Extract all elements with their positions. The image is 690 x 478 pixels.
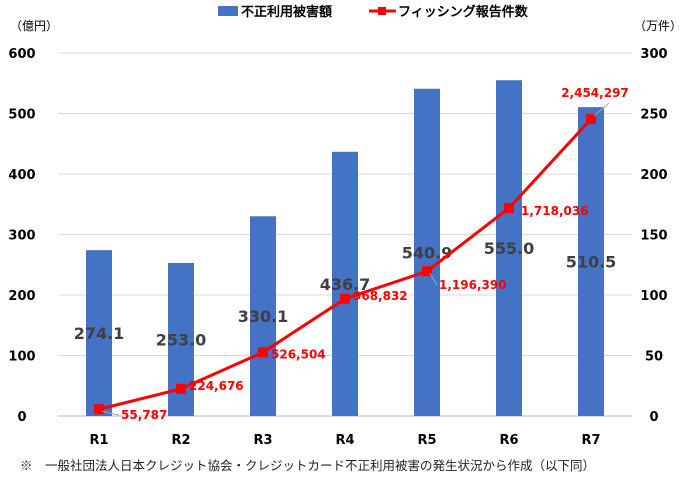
bar bbox=[414, 88, 440, 417]
left-axis-unit: （億円） bbox=[10, 19, 58, 33]
leader-line bbox=[101, 410, 120, 416]
bar-value-label: 253.0 bbox=[156, 330, 207, 349]
category-label: R1 bbox=[89, 433, 108, 448]
right-tick-label: 200 bbox=[640, 168, 667, 183]
line-marker bbox=[586, 114, 596, 125]
line-marker bbox=[258, 347, 268, 358]
right-tick-label: 0 bbox=[649, 410, 658, 425]
leader-line bbox=[429, 272, 438, 286]
line-value-label: 1,718,036 bbox=[521, 204, 589, 218]
left-tick-label: 300 bbox=[8, 229, 35, 244]
bar-value-label: 274.1 bbox=[74, 324, 125, 343]
line-value-label: 968,832 bbox=[353, 289, 408, 303]
category-label: R2 bbox=[171, 433, 190, 448]
category-label: R4 bbox=[335, 433, 354, 448]
right-tick-label: 150 bbox=[640, 229, 667, 244]
category-label: R7 bbox=[581, 433, 600, 448]
legend-line-marker bbox=[378, 7, 386, 15]
bar-value-label: 510.5 bbox=[566, 253, 617, 272]
bar-value-label: 540.9 bbox=[402, 243, 453, 262]
line-marker bbox=[340, 293, 350, 304]
category-label: R5 bbox=[417, 433, 436, 448]
bar-value-label: 330.1 bbox=[238, 307, 289, 326]
right-tick-label: 100 bbox=[640, 289, 667, 304]
category-label: R3 bbox=[253, 433, 272, 448]
category-label: R6 bbox=[499, 433, 518, 448]
line-value-label: 1,196,390 bbox=[439, 278, 507, 292]
bar bbox=[496, 80, 522, 416]
bar bbox=[578, 107, 604, 417]
source-footnote: ※ 一般社団法人日本クレジット協会・クレジットカード不正利用被害の発生状況から作… bbox=[20, 458, 596, 473]
legend-bar-label: 不正利用被害額 bbox=[241, 4, 332, 20]
line-marker bbox=[176, 383, 186, 394]
bar-value-label: 555.0 bbox=[484, 239, 535, 258]
left-tick-label: 100 bbox=[8, 350, 35, 365]
bar bbox=[250, 216, 276, 416]
bar bbox=[332, 151, 358, 416]
bar-value-label: 436.7 bbox=[320, 275, 371, 294]
legend-line-label: フィッシング報告件数 bbox=[398, 4, 529, 20]
line-value-label: 2,454,297 bbox=[561, 86, 629, 100]
line-marker bbox=[504, 203, 514, 214]
line-value-label: 526,504 bbox=[271, 347, 326, 361]
line-marker bbox=[422, 266, 432, 277]
left-tick-label: 500 bbox=[8, 108, 35, 123]
left-tick-label: 0 bbox=[17, 410, 26, 425]
left-tick-label: 400 bbox=[8, 168, 35, 183]
right-tick-label: 50 bbox=[645, 350, 663, 365]
line-value-label: 55,787 bbox=[121, 408, 167, 422]
right-tick-label: 300 bbox=[640, 47, 667, 62]
leader-line bbox=[593, 102, 610, 117]
line-marker bbox=[94, 404, 104, 415]
left-tick-label: 200 bbox=[8, 289, 35, 304]
right-tick-label: 250 bbox=[640, 108, 667, 123]
bar bbox=[86, 250, 112, 416]
legend-bar-swatch bbox=[218, 6, 238, 16]
left-tick-label: 600 bbox=[8, 47, 35, 62]
line-value-label: 224,676 bbox=[189, 379, 244, 393]
right-axis-unit: （万件） bbox=[634, 19, 682, 33]
